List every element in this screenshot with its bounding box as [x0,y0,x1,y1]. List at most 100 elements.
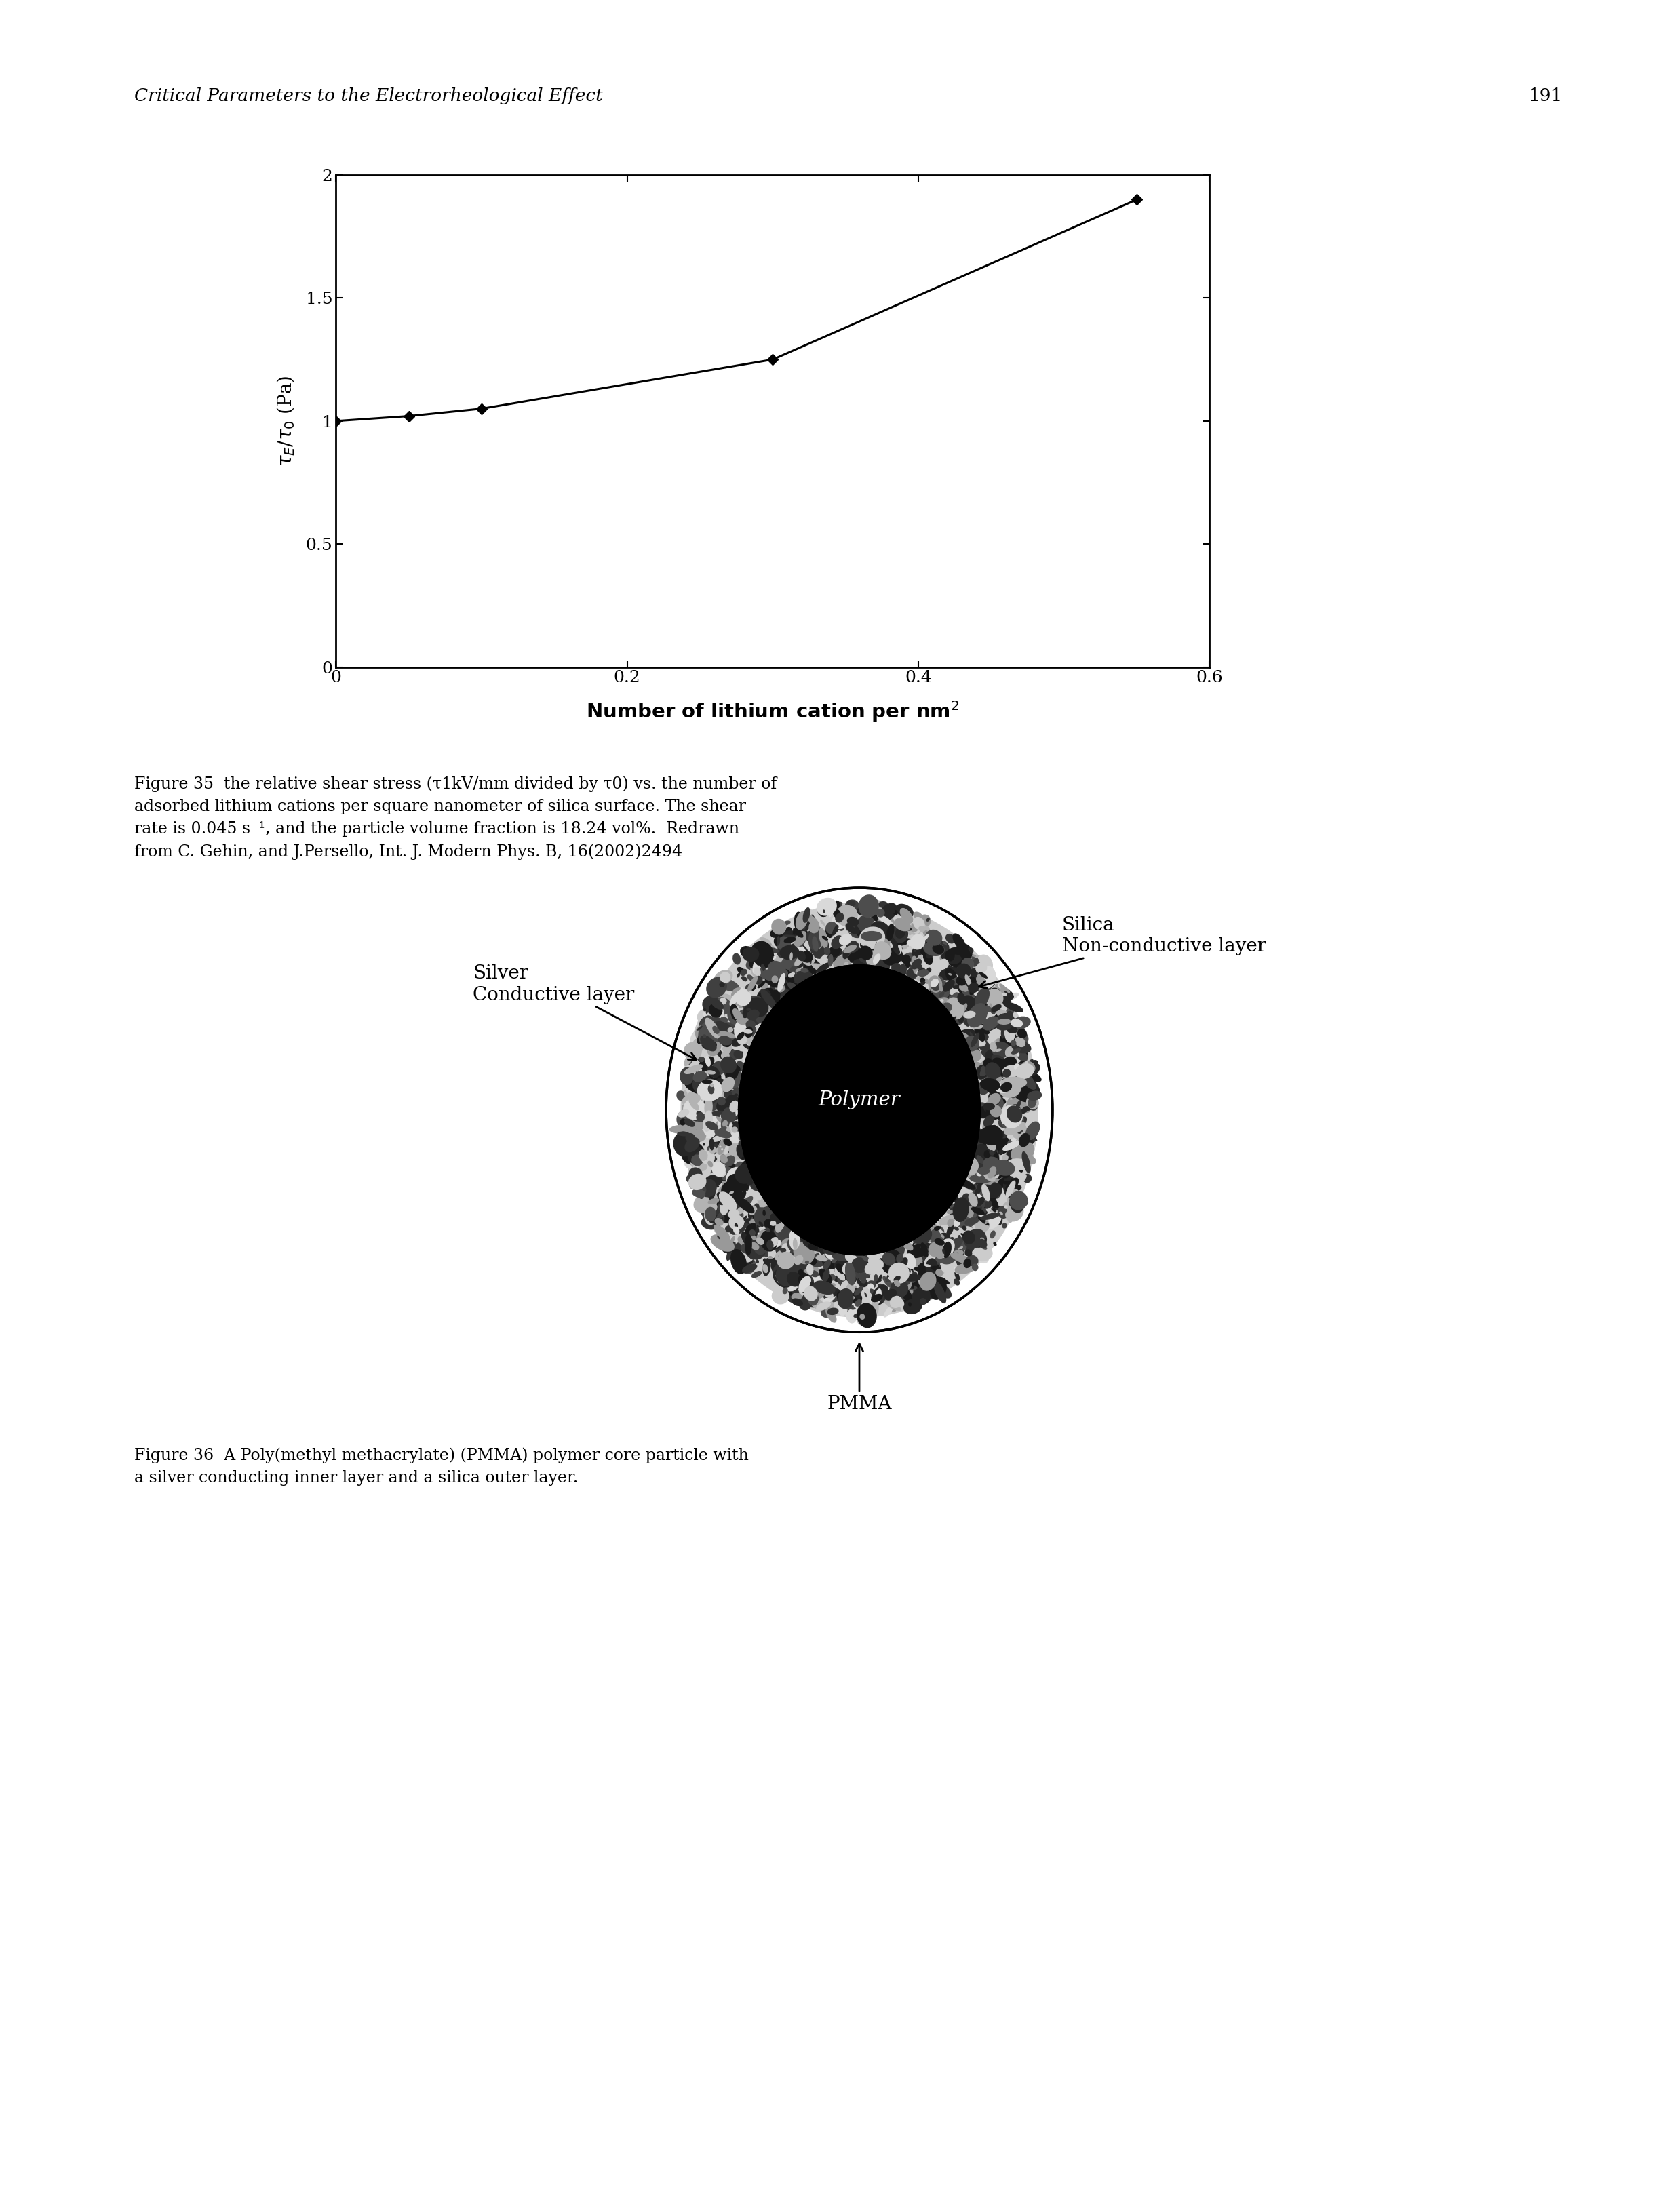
Ellipse shape [946,1010,956,1021]
Ellipse shape [719,997,727,1004]
Ellipse shape [1005,1002,1023,1013]
Ellipse shape [963,971,968,978]
Ellipse shape [732,1008,744,1021]
Ellipse shape [862,1314,872,1321]
Ellipse shape [833,910,842,919]
Ellipse shape [756,956,764,967]
Ellipse shape [991,1041,1010,1059]
Ellipse shape [746,1201,751,1205]
Ellipse shape [1016,1089,1025,1096]
Ellipse shape [716,1144,724,1155]
Ellipse shape [680,1067,694,1085]
Ellipse shape [707,1102,712,1107]
Ellipse shape [677,1109,689,1118]
Ellipse shape [904,1253,916,1268]
Ellipse shape [684,1048,701,1059]
Ellipse shape [860,938,870,949]
Ellipse shape [751,1236,768,1249]
Ellipse shape [983,1059,991,1067]
Ellipse shape [771,919,786,934]
Ellipse shape [763,1004,778,1015]
Ellipse shape [1001,1201,1023,1223]
Ellipse shape [790,969,800,980]
Ellipse shape [875,940,885,958]
Text: PMMA: PMMA [827,1343,892,1413]
Ellipse shape [976,1128,991,1139]
Ellipse shape [1025,1061,1038,1069]
Ellipse shape [912,1238,921,1253]
Ellipse shape [1015,1124,1018,1128]
Ellipse shape [968,1253,973,1258]
Ellipse shape [751,958,754,960]
Ellipse shape [991,1059,1010,1076]
Ellipse shape [721,1052,729,1061]
Ellipse shape [1008,1216,1013,1223]
Ellipse shape [727,1174,749,1192]
Ellipse shape [754,1240,763,1247]
Ellipse shape [865,923,872,927]
Ellipse shape [744,1247,756,1253]
Ellipse shape [825,1262,837,1268]
Ellipse shape [800,923,806,929]
Ellipse shape [701,1150,714,1166]
Ellipse shape [1011,1096,1026,1109]
Ellipse shape [998,984,1003,989]
Ellipse shape [979,999,986,1008]
Ellipse shape [1006,1094,1025,1118]
Ellipse shape [687,1076,696,1083]
Ellipse shape [800,1297,811,1310]
Ellipse shape [702,1144,706,1146]
Ellipse shape [825,910,830,914]
Ellipse shape [689,1174,696,1183]
Ellipse shape [732,1004,738,1010]
Ellipse shape [963,1010,976,1019]
Ellipse shape [734,1203,746,1214]
Ellipse shape [1008,1139,1021,1150]
Ellipse shape [736,1144,743,1159]
Ellipse shape [984,1063,1001,1080]
Ellipse shape [978,1080,990,1096]
Ellipse shape [724,1059,731,1065]
Ellipse shape [734,1242,741,1255]
Ellipse shape [986,1137,996,1150]
Ellipse shape [805,914,820,927]
Ellipse shape [1011,1142,1035,1163]
Ellipse shape [712,1111,729,1118]
Ellipse shape [830,932,833,934]
Ellipse shape [932,945,944,954]
Ellipse shape [852,1253,857,1258]
Ellipse shape [738,1212,744,1220]
Ellipse shape [731,1102,746,1115]
Ellipse shape [946,997,964,1019]
Ellipse shape [768,945,774,954]
Ellipse shape [1020,1074,1030,1080]
Ellipse shape [771,989,786,1006]
Ellipse shape [731,1050,738,1061]
Ellipse shape [983,1115,991,1139]
Ellipse shape [1000,984,1006,991]
Ellipse shape [699,1015,717,1037]
Ellipse shape [990,1098,1000,1104]
Ellipse shape [1021,1150,1032,1174]
Ellipse shape [958,954,964,958]
Ellipse shape [894,1282,914,1299]
Ellipse shape [990,989,1003,997]
Ellipse shape [939,999,944,1004]
Ellipse shape [709,1137,714,1150]
Ellipse shape [904,940,912,947]
Ellipse shape [731,1192,738,1198]
Ellipse shape [1000,1104,1023,1128]
Ellipse shape [780,1279,785,1284]
Ellipse shape [702,995,719,1013]
Ellipse shape [969,967,978,984]
Ellipse shape [751,1233,756,1240]
Ellipse shape [731,1124,732,1126]
Ellipse shape [870,921,890,938]
Ellipse shape [894,1279,900,1288]
Ellipse shape [719,1185,727,1192]
Ellipse shape [946,934,956,943]
Ellipse shape [734,1019,748,1041]
Ellipse shape [1001,1166,1006,1168]
Ellipse shape [751,1019,761,1026]
Ellipse shape [964,973,979,984]
